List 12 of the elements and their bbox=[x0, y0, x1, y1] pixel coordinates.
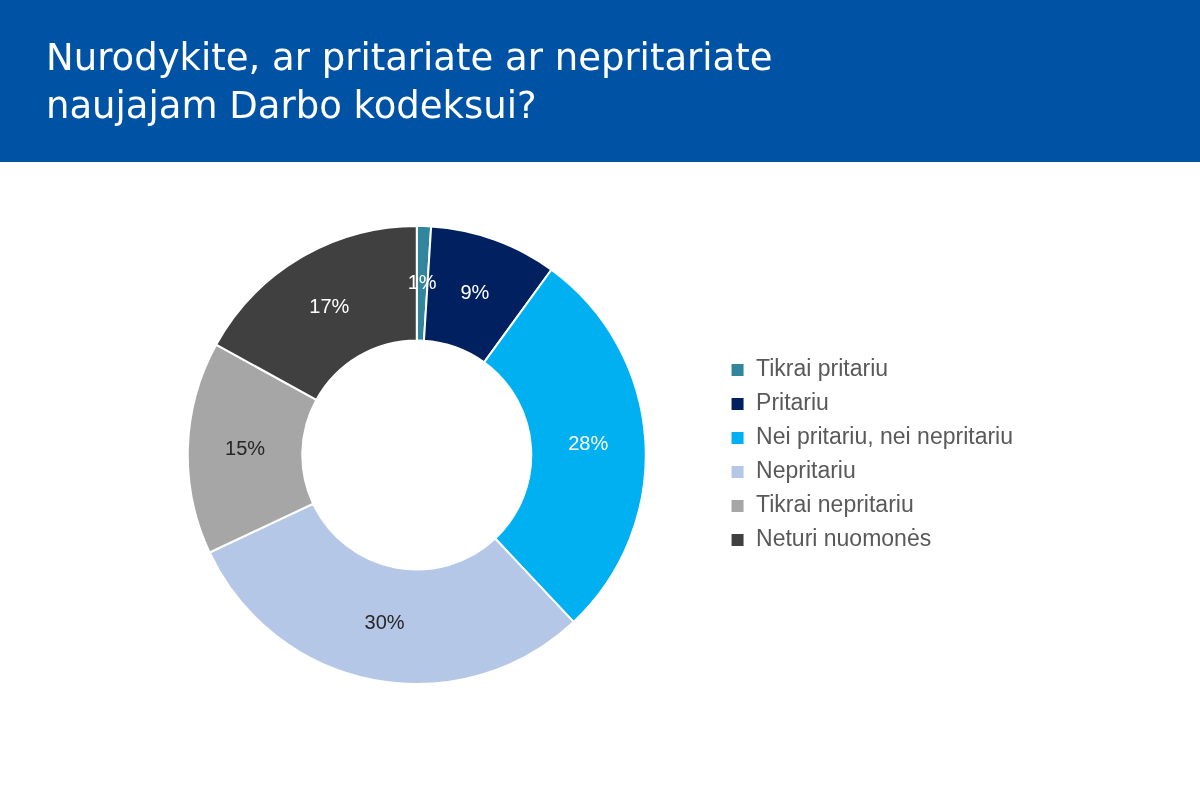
legend-label: Neturi nuomonės bbox=[756, 525, 932, 552]
data-label: 9% bbox=[460, 280, 490, 303]
legend-label: Tikrai pritariu bbox=[756, 355, 889, 382]
legend-label: Nei pritariu, nei nepritariu bbox=[756, 423, 1013, 450]
legend-label: Pritariu bbox=[756, 389, 829, 416]
data-label: 28% bbox=[568, 431, 609, 454]
legend-label: Tikrai nepritariu bbox=[756, 491, 914, 518]
legend-label: Nepritariu bbox=[756, 457, 856, 484]
data-label: 17% bbox=[309, 294, 350, 317]
data-label: 15% bbox=[225, 437, 266, 460]
chart-title: Nurodykite, ar pritariate ar nepritariate naujajam Darbo kodeksui? bbox=[46, 35, 774, 129]
data-label: 30% bbox=[364, 611, 405, 634]
